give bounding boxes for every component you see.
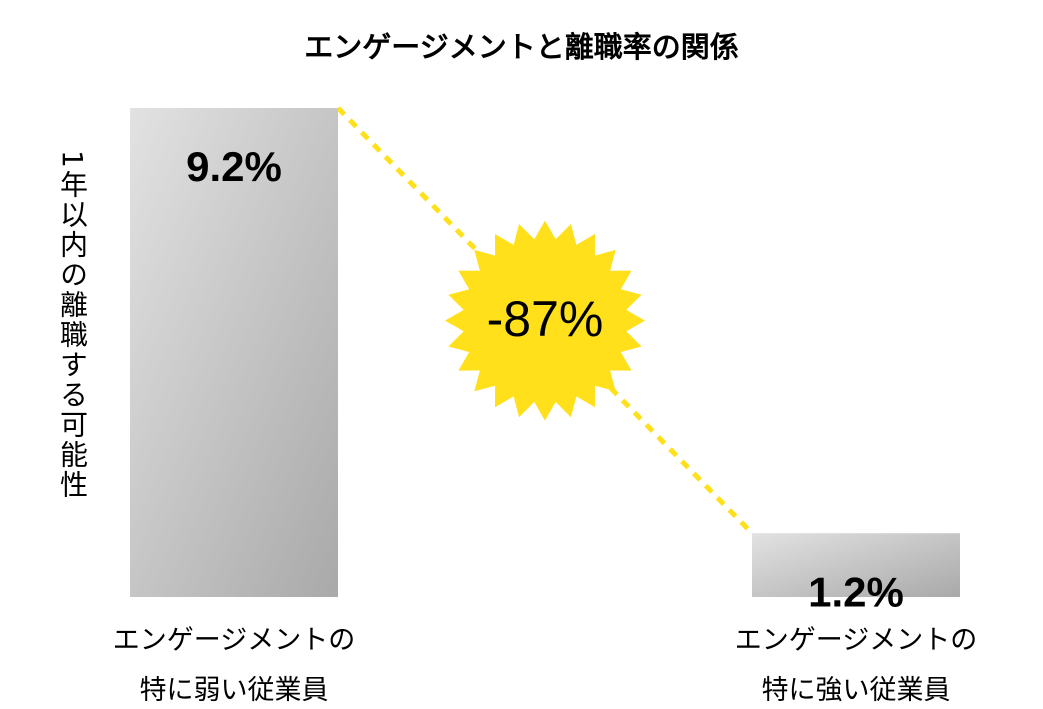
bar <box>752 533 960 597</box>
value-label: 1.2% <box>808 568 904 615</box>
starburst <box>445 220 645 421</box>
category-label: エンゲージメントの 特に弱い従業員 <box>112 625 356 706</box>
bar <box>130 108 338 597</box>
category-label: エンゲージメントの 特に強い従業員 <box>734 625 978 706</box>
annotation: -87% <box>487 291 604 347</box>
chart-title: エンゲージメントと離職率の関係 <box>304 30 739 64</box>
value-label: 9.2% <box>186 143 282 190</box>
y-axis-label: 1年以内の離職する可能性 <box>56 150 89 500</box>
